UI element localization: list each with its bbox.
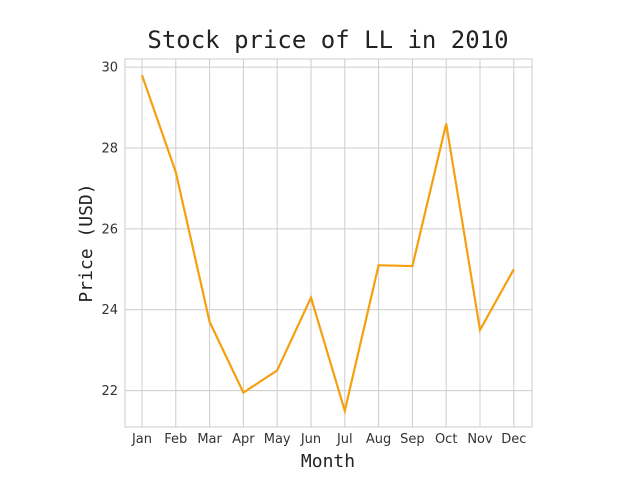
x-tick-label: Mar bbox=[197, 432, 222, 447]
series-layer bbox=[140, 74, 515, 416]
x-axis-ticks: Jan Feb Mar Apr May Jun Jul Aug Sep Oct Nov Dec bbox=[131, 432, 526, 447]
x-tick-label: May bbox=[264, 432, 291, 447]
y-tick-label: 22 bbox=[101, 384, 118, 399]
y-axis-ticks: 22 24 26 28 30 bbox=[101, 61, 118, 400]
plot-frame bbox=[124, 58, 533, 428]
y-tick-label: 30 bbox=[101, 61, 118, 76]
x-axis-label: Month bbox=[301, 451, 355, 472]
y-axis-label: Price (USD) bbox=[76, 183, 97, 302]
grid bbox=[125, 59, 532, 427]
y-tick-label: 24 bbox=[101, 303, 118, 318]
x-tick-label: Aug bbox=[366, 432, 391, 447]
x-tick-label: Jul bbox=[336, 432, 353, 447]
x-tick-label: Apr bbox=[232, 432, 255, 447]
chart-title: Stock price of LL in 2010 bbox=[147, 26, 508, 54]
x-tick-label: Dec bbox=[501, 432, 526, 447]
x-tick-label: Jan bbox=[131, 432, 152, 447]
x-tick-label: Sep bbox=[400, 432, 425, 447]
y-tick-label: 28 bbox=[101, 141, 118, 156]
x-tick-label: Nov bbox=[467, 432, 493, 447]
series-line-0 bbox=[140, 74, 515, 416]
x-tick-label: Feb bbox=[164, 432, 187, 447]
x-tick-label: Oct bbox=[435, 432, 457, 447]
x-tick-label: Jun bbox=[300, 432, 321, 447]
y-tick-label: 26 bbox=[101, 222, 118, 237]
